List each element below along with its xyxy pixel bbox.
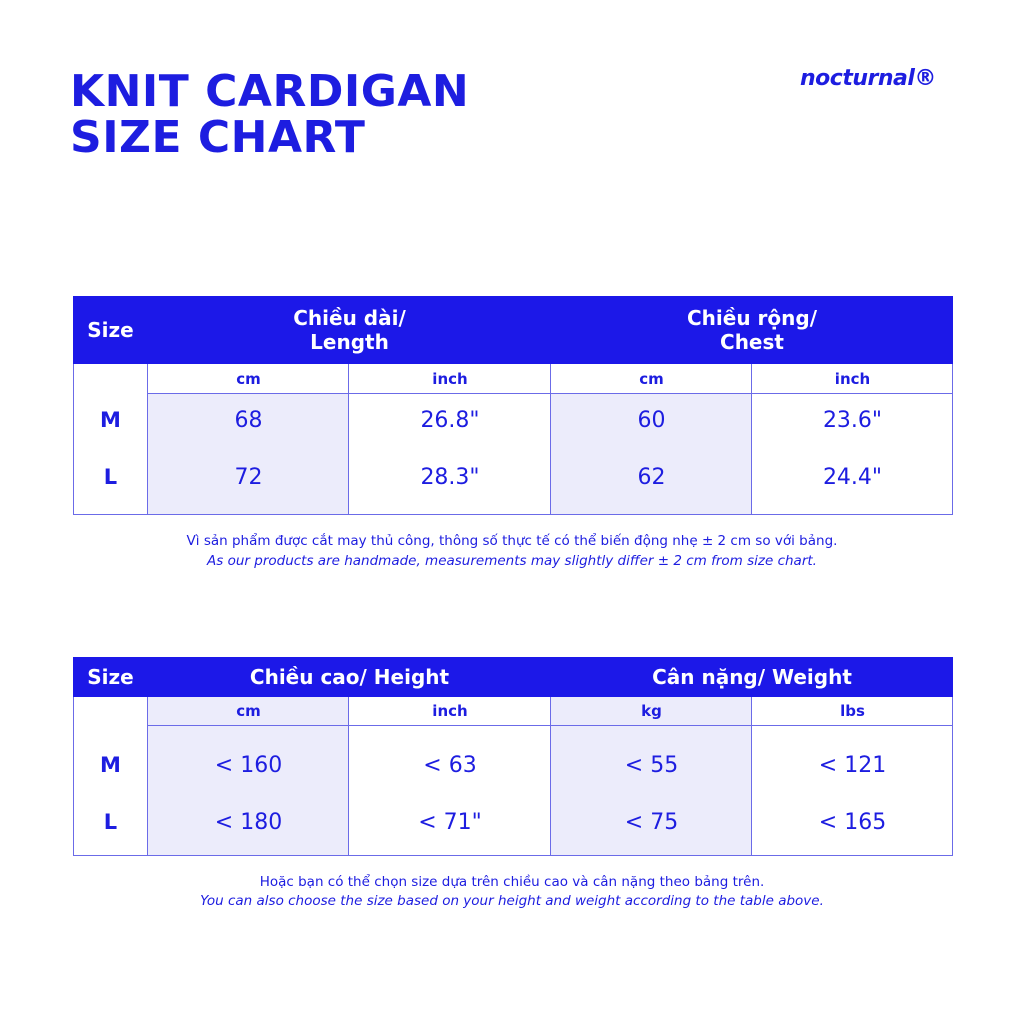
cell-value: 26.8" — [420, 408, 480, 433]
cell-value: 24.4" — [822, 465, 883, 490]
cell-value: < 160 — [214, 753, 283, 778]
cell-value: 60 — [637, 408, 666, 433]
cell-value: < 121 — [818, 753, 887, 778]
size-label: M — [100, 753, 121, 777]
border — [147, 364, 148, 515]
unit-header: cm — [639, 369, 664, 388]
border — [73, 364, 74, 515]
border — [147, 697, 148, 856]
border — [751, 364, 752, 515]
shaded-column — [148, 393, 349, 515]
border — [73, 855, 953, 856]
shaded-column — [551, 393, 752, 515]
border — [73, 514, 953, 515]
group-header: Chest — [720, 330, 784, 354]
cell-value: 28.3" — [420, 465, 480, 490]
unit-header: kg — [641, 702, 662, 720]
shaded-column — [551, 697, 752, 856]
header-row — [73, 296, 953, 364]
header-row — [73, 657, 953, 697]
footnote: You can also choose the size based on yo… — [200, 893, 824, 909]
cell-value: < 71" — [418, 810, 482, 835]
group-header: Chiều cao/ Height — [249, 665, 450, 689]
footnote: Hoặc bạn có thể chọn size dựa trên chiều… — [259, 874, 765, 890]
border — [148, 393, 953, 394]
footnote: Vì sản phẩm được cắt may thủ công, thông… — [186, 533, 838, 549]
border — [550, 697, 551, 856]
border — [73, 697, 74, 856]
border — [148, 725, 953, 726]
shaded-column — [148, 697, 349, 856]
group-header: Chiều dài/ — [293, 306, 406, 330]
size-label: M — [100, 408, 121, 432]
cell-value: 23.6" — [822, 408, 883, 433]
title-line: SIZE CHART — [70, 112, 366, 163]
cell-value: < 63 — [423, 753, 477, 778]
unit-header: inch — [432, 369, 468, 388]
unit-header: inch — [432, 702, 468, 720]
border — [348, 697, 349, 856]
cell-value: 68 — [234, 408, 263, 433]
cell-value: < 75 — [624, 810, 679, 835]
cell-value: < 180 — [214, 810, 283, 835]
group-header: Chiều rộng/ — [687, 306, 817, 330]
size-label: L — [103, 465, 118, 489]
size-label: L — [103, 810, 118, 834]
cell-value: < 55 — [624, 753, 679, 778]
cell-value: 62 — [637, 465, 666, 490]
border — [952, 364, 953, 515]
cell-value: < 165 — [818, 810, 887, 835]
unit-header: lbs — [840, 702, 865, 720]
border — [751, 697, 752, 856]
unit-header: cm — [236, 702, 261, 720]
size-header: Size — [87, 318, 134, 342]
group-header: Cân nặng/ Weight — [652, 665, 852, 689]
footnote: As our products are handmade, measuremen… — [207, 553, 817, 569]
unit-header: inch — [834, 369, 871, 388]
group-header: Length — [310, 330, 389, 354]
border — [348, 364, 349, 515]
border — [550, 364, 551, 515]
brand-logo: nocturnal® — [800, 66, 936, 91]
unit-header: cm — [236, 369, 261, 388]
size-header: Size — [87, 665, 134, 689]
title-line: KNIT CARDIGAN — [70, 66, 470, 117]
border — [952, 697, 953, 856]
cell-value: 72 — [234, 465, 263, 490]
